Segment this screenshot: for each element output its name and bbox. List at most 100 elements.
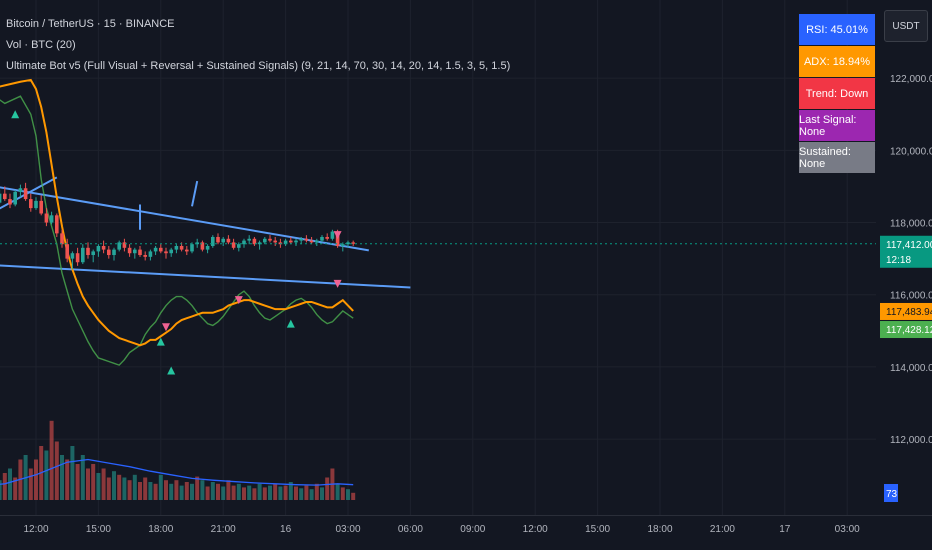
volume-bar [117, 474, 122, 500]
x-tick-label: 12:00 [523, 524, 548, 535]
volume-bar [2, 473, 7, 500]
price-tag-label: 117,412.00 [886, 240, 932, 251]
volume-bar [148, 482, 153, 500]
candle-body [216, 236, 220, 243]
price-tags: 117,412.00 12:18 117,483.94 117,428.12 73 [880, 235, 932, 502]
y-tick-label: 116,000.00 [890, 291, 932, 302]
candle-body [159, 247, 163, 252]
candle-body [346, 242, 350, 245]
time-axis[interactable]: 12:00 15:00 18:00 21:00 16 03:00 06:00 09:00 12:… [0, 515, 932, 536]
volume-bar [283, 485, 288, 500]
candle-body [252, 238, 257, 245]
sell-signal-arrow [234, 296, 243, 305]
candle-body [127, 247, 132, 254]
volume-bar [0, 480, 2, 500]
candle-body [190, 244, 194, 252]
volume-bar [132, 474, 137, 500]
candle-body [3, 193, 7, 200]
volume-bar [268, 485, 272, 500]
candle-body [273, 240, 277, 243]
signals [11, 110, 342, 375]
volume-bar [242, 487, 246, 500]
volume-bar [304, 485, 309, 500]
indicator-info-table: RSI: 45.01% ADX: 18.94% Trend: Down Last… [799, 14, 875, 174]
candle-body [205, 246, 210, 250]
volume-bar [210, 482, 215, 500]
volume-bar [127, 480, 132, 500]
candle-body [34, 200, 38, 209]
grid [0, 0, 876, 515]
candle-body [221, 238, 225, 243]
volume-bar [143, 477, 148, 500]
volume-bar [226, 480, 231, 500]
volume-legend[interactable]: Vol · BTC (20) [6, 39, 76, 51]
candle-body [39, 200, 43, 214]
candle-body [81, 247, 85, 263]
candle-body [185, 249, 189, 252]
volume-bar [288, 482, 293, 500]
volume-bar [340, 487, 345, 500]
volume-bar [96, 473, 101, 500]
candle-body [283, 240, 288, 245]
volume-bar [309, 489, 314, 500]
volume-bar [257, 483, 262, 500]
candle-body [0, 193, 2, 203]
volume-ma-line [0, 458, 354, 486]
x-tick-label: 15:00 [585, 524, 610, 535]
y-tick-label: 118,000.00 [890, 219, 932, 230]
candle-body [263, 238, 267, 243]
volume-bar [351, 492, 356, 500]
buy-signal-arrow [286, 319, 295, 328]
candle-body [299, 238, 303, 241]
candle-body [231, 242, 236, 248]
volume-bar [60, 455, 64, 500]
candle-body [91, 251, 95, 256]
candle-body [96, 246, 101, 252]
volume-bar [236, 483, 241, 500]
y-tick-label: 114,000.00 [890, 363, 932, 374]
sustained-cell: Sustained: None [799, 142, 875, 173]
candle-body [55, 215, 59, 234]
volume-bar [34, 459, 38, 500]
volume-bar [75, 464, 80, 500]
x-tick-label: 12:00 [23, 524, 48, 535]
volume-bar [346, 489, 350, 500]
volume-ma-polyline [0, 458, 354, 486]
price-tag-label: 117,428.12 [886, 325, 932, 336]
candle-body [65, 244, 69, 259]
candle-body [351, 242, 355, 244]
candle-body [226, 238, 231, 243]
candle-body [133, 249, 137, 254]
volume-tag-bg [884, 484, 898, 502]
candle-body [70, 253, 75, 259]
candle-body [86, 247, 90, 256]
candle-body [112, 249, 116, 256]
symbol-title[interactable]: Bitcoin / TetherUS · 15 · BINANCE [6, 18, 175, 30]
buy-signal-arrow [156, 337, 165, 346]
candle-body [325, 236, 329, 239]
y-tick-label: 112,000.00 [890, 435, 932, 446]
price-tag-countdown: 12:18 [886, 255, 911, 266]
buy-signal-arrow [11, 110, 20, 119]
candle-body [257, 242, 262, 245]
candle-body [107, 249, 111, 256]
candle-body [153, 247, 158, 252]
volume-bar [169, 483, 174, 500]
currency-button[interactable]: USDT [884, 10, 928, 42]
x-tick-label: 21:00 [710, 524, 735, 535]
candle-body [117, 242, 121, 250]
x-tick-label: 18:00 [647, 524, 672, 535]
price-axis[interactable]: 112,000.00 114,000.00 116,000.00 118,000.00… [890, 74, 932, 446]
buy-signal-arrow [167, 366, 176, 375]
volume-bar [320, 487, 324, 500]
volume-bar [216, 483, 220, 500]
indicator-legend[interactable]: Ultimate Bot v5 (Full Visual + Reversal … [6, 60, 511, 72]
trendline [191, 180, 199, 207]
candle-body [294, 240, 298, 243]
volume-bar [174, 480, 179, 500]
candle-body [179, 246, 184, 250]
candle-body [23, 188, 28, 200]
x-tick-label: 03:00 [835, 524, 860, 535]
